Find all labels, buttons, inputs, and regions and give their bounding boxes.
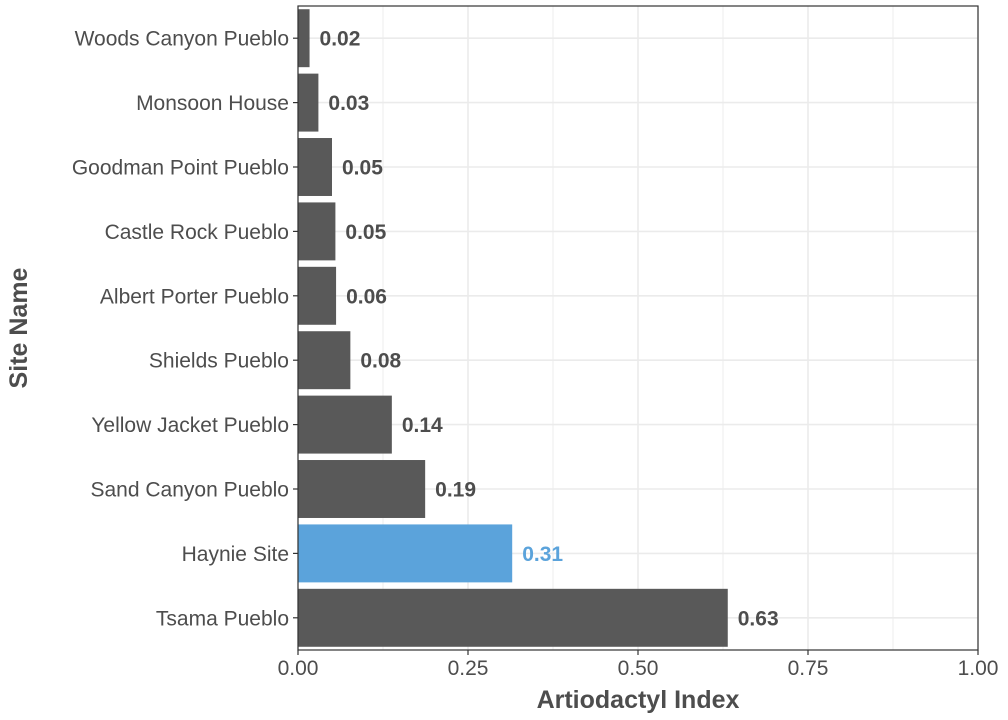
- y-tick-label: Monsoon House: [136, 92, 289, 115]
- data-label: 0.63: [738, 607, 779, 630]
- data-label: 0.06: [346, 285, 387, 308]
- bar-albert-porter-pueblo: [298, 267, 336, 325]
- y-tick-label: Shields Pueblo: [149, 350, 289, 373]
- bar-castle-rock-pueblo: [298, 202, 335, 260]
- data-label: 0.02: [320, 28, 361, 51]
- data-label: 0.31: [522, 543, 563, 566]
- data-label: 0.08: [360, 350, 401, 373]
- y-tick-label: Haynie Site: [182, 543, 289, 566]
- y-axis-title: Site Name: [5, 267, 33, 388]
- bar-goodman-point-pueblo: [298, 138, 332, 196]
- bar-sand-canyon-pueblo: [298, 460, 425, 518]
- y-tick-label: Goodman Point Pueblo: [72, 157, 289, 180]
- y-tick-label: Castle Rock Pueblo: [105, 221, 289, 244]
- bar-tsama-pueblo: [298, 589, 728, 647]
- data-label: 0.05: [342, 157, 383, 180]
- bar-monsoon-house: [298, 74, 318, 132]
- x-axis-ticks: 0.00 0.25 0.50 0.75 1.00: [278, 650, 999, 680]
- x-tick-label: 0.75: [788, 657, 829, 680]
- data-label: 0.19: [435, 479, 476, 502]
- y-tick-label: Woods Canyon Pueblo: [75, 28, 289, 51]
- y-axis-category-labels: Woods Canyon Pueblo Monsoon House Goodman …: [72, 28, 298, 631]
- bar-yellow-jacket-pueblo: [298, 396, 392, 454]
- data-label: 0.05: [345, 221, 386, 244]
- data-label: 0.14: [402, 414, 443, 437]
- data-label: 0.03: [328, 92, 369, 115]
- x-tick-label: 1.00: [958, 657, 999, 680]
- x-axis-title: Artiodactyl Index: [537, 686, 740, 714]
- y-tick-label: Yellow Jacket Pueblo: [91, 414, 289, 437]
- y-tick-label: Albert Porter Pueblo: [100, 285, 289, 308]
- y-tick-label: Sand Canyon Pueblo: [91, 479, 290, 502]
- x-tick-label: 0.50: [618, 657, 659, 680]
- y-tick-label: Tsama Pueblo: [156, 607, 289, 630]
- bar-shields-pueblo: [298, 331, 350, 389]
- x-tick-label: 0.25: [448, 657, 489, 680]
- bar-haynie-site: [298, 524, 512, 582]
- x-tick-label: 0.00: [278, 657, 319, 680]
- bar-woods-canyon-pueblo: [298, 9, 310, 67]
